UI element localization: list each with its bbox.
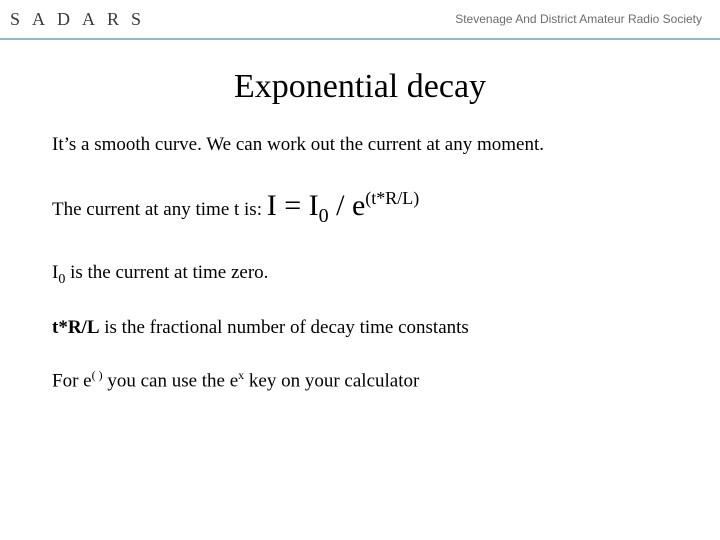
trl-bold: t*R/L xyxy=(52,317,100,338)
formula-exp: (t*R/L) xyxy=(365,188,419,208)
logo-text: SADARS xyxy=(10,9,153,30)
header-bar: SADARS Stevenage And District Amateur Ra… xyxy=(0,0,720,40)
intro-paragraph: It’s a smooth curve. We can work out the… xyxy=(52,132,668,158)
calculator-note: For e( ) you can use the ex key on your … xyxy=(52,367,668,394)
calc-sup1: ( ) xyxy=(92,368,103,382)
calc-b: you can use the e xyxy=(103,370,239,391)
formula-line: The current at any time t is: I = I0 / e… xyxy=(52,186,668,230)
i0-definition: I0 is the current at time zero. xyxy=(52,260,668,290)
slide-content: It’s a smooth curve. We can work out the… xyxy=(0,132,720,394)
formula-prefix: I = I xyxy=(267,189,319,222)
calc-c: key on your calculator xyxy=(244,370,419,391)
i0-rest: is the current at time zero. xyxy=(65,262,268,283)
slide-root: SADARS Stevenage And District Amateur Ra… xyxy=(0,0,720,540)
formula: I = I0 / e(t*R/L) xyxy=(267,189,420,222)
slide-title: Exponential decay xyxy=(0,68,720,106)
formula-mid: / e xyxy=(329,189,366,222)
formula-sub0: 0 xyxy=(319,205,329,227)
calc-a: For e xyxy=(52,370,92,391)
header-subtitle: Stevenage And District Amateur Radio Soc… xyxy=(455,12,702,26)
formula-lead: The current at any time t is: xyxy=(52,199,267,220)
trl-rest: is the fractional number of decay time c… xyxy=(100,317,469,338)
trl-definition: t*R/L is the fractional number of decay … xyxy=(52,315,668,341)
